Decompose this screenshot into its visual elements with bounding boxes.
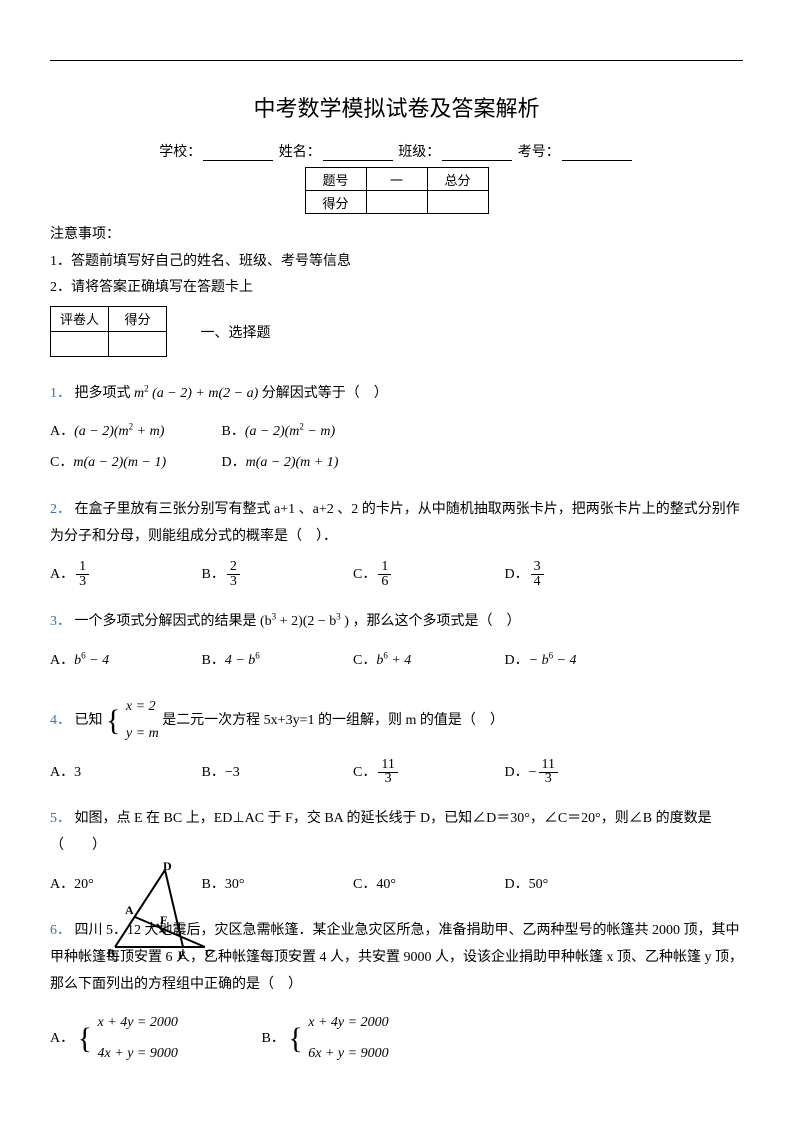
- q5-C: C．40°: [353, 870, 493, 901]
- doc-title: 中考数学模拟试卷及答案解析: [50, 91, 743, 123]
- notes-block: 注意事项： 1．答题前填写好自己的姓名、班级、考号等信息 2．请将答案正确填写在…: [50, 222, 743, 302]
- brace-icon: {: [106, 707, 120, 734]
- q3-C: C．b6 + 4: [353, 646, 493, 677]
- q2-D: D．34: [505, 560, 645, 591]
- score-h1: 题号: [305, 168, 366, 191]
- q6-num: 6．: [50, 923, 71, 938]
- q5-text: 如图，点 E 在 BC 上，ED⊥AC 于 F，交 BA 的延长线于 D，已知∠…: [50, 811, 712, 853]
- label-class: 班级：: [398, 145, 440, 160]
- question-5: 5． 如图，点 E 在 BC 上，ED⊥AC 于 F，交 BA 的延长线于 D，…: [50, 806, 743, 859]
- q1-opts: A．(a − 2)(m2 + m) B．(a − 2)(m2 − m) C．m(…: [50, 417, 743, 479]
- q1-B: B．(a − 2)(m2 − m): [222, 417, 382, 448]
- brace-icon: {: [288, 1025, 302, 1052]
- q5-D: D．50°: [505, 870, 645, 901]
- q6-text: 四川 5．12 大地震后，灾区急需帐篷．某企业急灾区所急，准备捐助甲、乙两种型号…: [50, 923, 743, 991]
- section-header-row: 评卷人 得分 一、选择题: [50, 302, 743, 363]
- grader-c1: 评卷人: [51, 306, 109, 331]
- note-1: 1．答题前填写好自己的姓名、班级、考号等信息: [50, 249, 743, 276]
- score-h2: 一: [366, 168, 427, 191]
- q6-A: A． { x + 4y = 2000 4x + y = 9000: [50, 1008, 250, 1070]
- q5-A: A．20°: [50, 870, 190, 901]
- top-rule: [50, 60, 743, 61]
- q4-B: B．−3: [202, 758, 342, 789]
- label-name: 姓名：: [279, 145, 321, 160]
- q2-A: A．13: [50, 560, 190, 591]
- blank-examno[interactable]: [562, 144, 632, 161]
- q2-num: 2．: [50, 502, 71, 517]
- q3-A: A．b6 − 4: [50, 646, 190, 677]
- q3-text-a: 一个多项式分解因式的结果是 (b: [75, 614, 272, 629]
- q6-B: B． { x + 4y = 2000 6x + y = 9000: [262, 1008, 462, 1070]
- q5-num: 5．: [50, 811, 71, 826]
- q3-opts: A．b6 − 4 B．4 − b6 C．b6 + 4 D．− b6 − 4: [50, 646, 743, 677]
- q1-A: A．(a − 2)(m2 + m): [50, 417, 210, 448]
- q4-text-a: 已知: [75, 713, 107, 728]
- note-2: 2．请将答案正确填写在答题卡上: [50, 275, 743, 302]
- q1-expr1: m: [134, 386, 144, 401]
- grader-cell[interactable]: [109, 331, 167, 356]
- question-3: 3． 一个多项式分解因式的结果是 (b3 + 2)(2 − b3 ) ，那么这个…: [50, 609, 743, 636]
- label-school: 学校：: [159, 145, 201, 160]
- q4-opts: A．3 B．−3 C．113 D．−113: [50, 758, 743, 789]
- brace-icon: {: [78, 1025, 92, 1052]
- grader-c2: 得分: [109, 306, 167, 331]
- q4-num: 4．: [50, 713, 71, 728]
- score-r2: 得分: [305, 191, 366, 214]
- exam-page: 中考数学模拟试卷及答案解析 学校： 姓名： 班级： 考号： 题号 一 总分 得分…: [0, 0, 793, 1122]
- q1-text-a: 把多项式: [75, 386, 135, 401]
- q1-text-b: 分解因式等于（ ）: [262, 386, 388, 401]
- score-h3: 总分: [427, 168, 488, 191]
- notes-heading: 注意事项：: [50, 222, 743, 249]
- q6-opts: A． { x + 4y = 2000 4x + y = 9000 B． { x …: [50, 1008, 743, 1070]
- blank-class[interactable]: [442, 144, 512, 161]
- q3-text-b: + 2)(2 − b: [280, 614, 337, 629]
- grader-cell[interactable]: [51, 331, 109, 356]
- q3-D: D．− b6 − 4: [505, 646, 645, 677]
- q5-opts: A．20° B．30° C．40° D．50°: [50, 870, 743, 901]
- q2-opts: A．13 B．23 C．16 D．34: [50, 560, 743, 591]
- q3-num: 3．: [50, 614, 71, 629]
- q4-A: A．3: [50, 758, 190, 789]
- q4-system: x = 2 y = m: [126, 694, 159, 747]
- q1-C: C．m(a − 2)(m − 1): [50, 448, 210, 479]
- score-table: 题号 一 总分 得分: [305, 167, 489, 214]
- q4-text-b: 是二元一次方程 5x+3y=1 的一组解，则 m 的值是（ ）: [162, 713, 504, 728]
- student-info-line: 学校： 姓名： 班级： 考号：: [50, 141, 743, 161]
- question-1: 1． 把多项式 m2 (a − 2) + m(2 − a) 分解因式等于（ ）: [50, 381, 743, 408]
- question-4: 4． 已知 { x = 2 y = m 是二元一次方程 5x+3y=1 的一组解…: [50, 694, 743, 747]
- question-6: 6． 四川 5．12 大地震后，灾区急需帐篷．某企业急灾区所急，准备捐助甲、乙两…: [50, 918, 743, 998]
- q4-C: C．113: [353, 758, 493, 789]
- q5-B: B．30°: [202, 870, 342, 901]
- q2-text: 在盒子里放有三张分别写有整式 a+1 、a+2 、2 的卡片，从中随机抽取两张卡…: [50, 502, 740, 544]
- blank-name[interactable]: [323, 144, 393, 161]
- grader-table: 评卷人 得分: [50, 306, 167, 357]
- q2-C: C．16: [353, 560, 493, 591]
- blank-school[interactable]: [203, 144, 273, 161]
- section-title: 一、选择题: [201, 322, 271, 342]
- q2-B: B．23: [202, 560, 342, 591]
- q1-expr2: (a − 2) + m(2 − a): [152, 386, 258, 401]
- q3-B: B．4 − b6: [202, 646, 342, 677]
- q1-num: 1．: [50, 386, 71, 401]
- q1-D: D．m(a − 2)(m + 1): [222, 448, 382, 479]
- q1-expr1s: 2: [144, 383, 149, 393]
- label-A: A: [125, 903, 134, 917]
- score-cell[interactable]: [427, 191, 488, 214]
- q4-D: D．−113: [505, 758, 645, 789]
- label-examno: 考号：: [518, 145, 560, 160]
- question-2: 2． 在盒子里放有三张分别写有整式 a+1 、a+2 、2 的卡片，从中随机抽取…: [50, 497, 743, 550]
- score-cell[interactable]: [366, 191, 427, 214]
- q3-text-c: ) ，那么这个多项式是（ ）: [344, 614, 520, 629]
